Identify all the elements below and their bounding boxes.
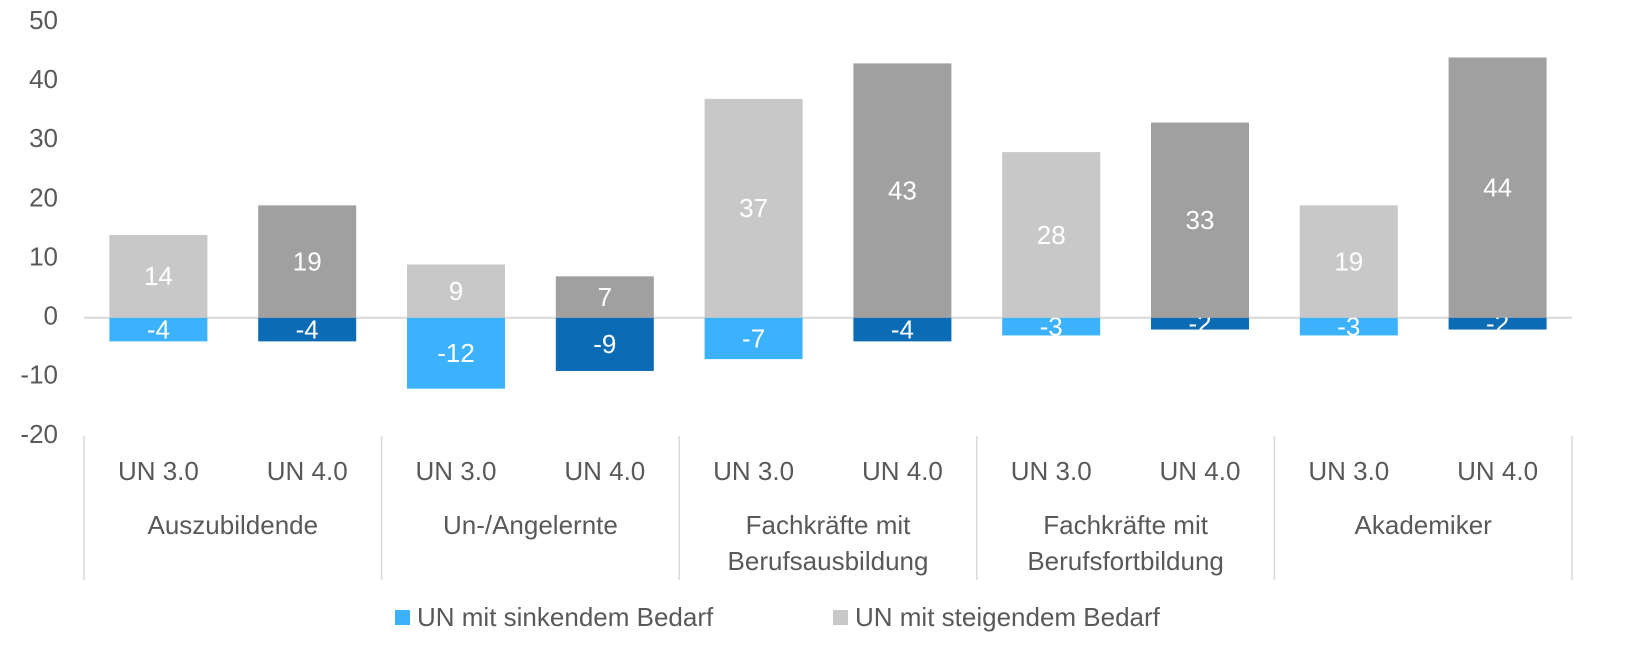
- data-label: 19: [293, 246, 322, 276]
- group-label: Un-/Angelernte: [443, 510, 618, 540]
- bar: [1448, 317, 1547, 330]
- legend-label: UN mit sinkendem Bedarf: [417, 602, 714, 632]
- data-label: 44: [1483, 172, 1512, 202]
- data-label: -9: [593, 329, 616, 359]
- bar: [258, 205, 357, 318]
- data-label: -4: [296, 314, 319, 344]
- bar: [555, 276, 654, 318]
- x-tick-label: UN 4.0: [862, 456, 943, 486]
- group-label: Auszubildende: [148, 510, 319, 540]
- y-tick-label: 10: [29, 241, 58, 271]
- group-label: Berufsausbildung: [728, 546, 929, 576]
- data-label: -12: [437, 338, 475, 368]
- bar: [704, 98, 803, 318]
- group-label: Fachkräfte mit: [1043, 510, 1208, 540]
- bar: [1002, 317, 1101, 336]
- legend-label: UN mit steigendem Bedarf: [855, 602, 1161, 632]
- bar: [258, 317, 357, 342]
- bar: [1448, 57, 1547, 318]
- y-tick-label: 30: [29, 123, 58, 153]
- bar: [1299, 317, 1398, 336]
- data-label: 14: [144, 261, 173, 291]
- data-label: 9: [449, 276, 463, 306]
- x-tick-label: UN 4.0: [267, 456, 348, 486]
- bar: [555, 317, 654, 371]
- data-label: 28: [1037, 220, 1066, 250]
- data-label: 19: [1334, 246, 1363, 276]
- legend-swatch: [395, 610, 410, 625]
- y-tick-label: 0: [44, 301, 58, 331]
- data-label: -4: [891, 314, 914, 344]
- y-tick-label: 20: [29, 182, 58, 212]
- data-label: -3: [1040, 311, 1063, 341]
- bar: [1299, 205, 1398, 318]
- legend-swatch: [833, 610, 848, 625]
- data-label: -7: [742, 323, 765, 353]
- x-tick-label: UN 3.0: [1308, 456, 1389, 486]
- y-tick-label: -20: [20, 419, 58, 449]
- group-label: Berufsfortbildung: [1027, 546, 1224, 576]
- x-tick-label: UN 3.0: [713, 456, 794, 486]
- group-label: Fachkräfte mit: [746, 510, 911, 540]
- x-tick-label: UN 4.0: [1160, 456, 1241, 486]
- x-tick-label: UN 4.0: [564, 456, 645, 486]
- bar: [109, 317, 208, 342]
- x-tick-label: UN 3.0: [416, 456, 497, 486]
- data-label: -3: [1337, 311, 1360, 341]
- bar: [853, 317, 952, 342]
- x-tick-label: UN 3.0: [1011, 456, 1092, 486]
- x-tick-label: UN 4.0: [1457, 456, 1538, 486]
- y-tick-label: 40: [29, 64, 58, 94]
- bar: [109, 234, 208, 318]
- group-label: Akademiker: [1355, 510, 1493, 540]
- bar: [853, 63, 952, 318]
- bar: [1002, 152, 1101, 318]
- data-label: -4: [147, 314, 170, 344]
- y-tick-label: 50: [29, 5, 58, 35]
- bar: [1151, 317, 1249, 330]
- data-label: 7: [598, 282, 612, 312]
- data-label: 43: [888, 175, 917, 205]
- bar: [704, 317, 803, 360]
- bar: [1151, 122, 1249, 318]
- bar: [407, 317, 505, 389]
- data-label: 37: [739, 193, 768, 223]
- y-tick-label: -10: [20, 360, 58, 390]
- bar: [407, 264, 505, 318]
- data-label: 33: [1186, 205, 1215, 235]
- x-tick-label: UN 3.0: [118, 456, 199, 486]
